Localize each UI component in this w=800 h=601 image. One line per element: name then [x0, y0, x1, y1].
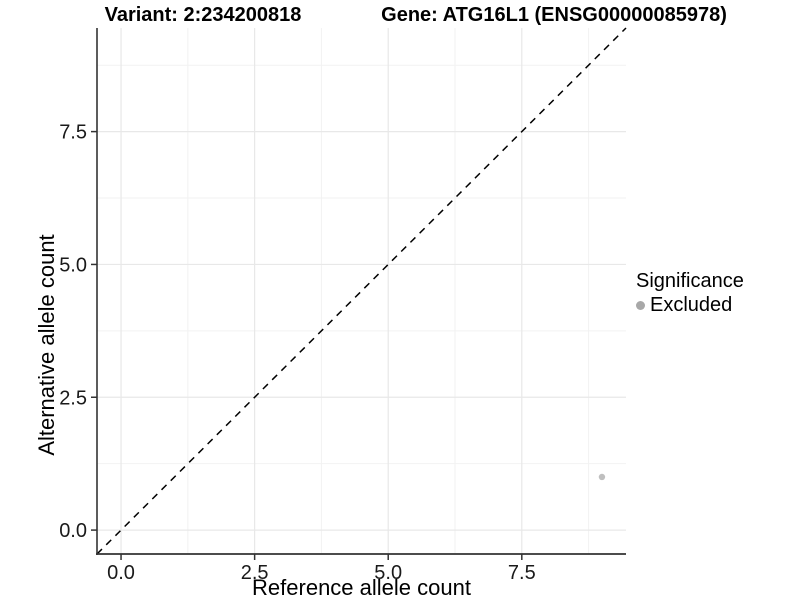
y-tick-label: 2.5 — [59, 387, 87, 409]
variant-title: Variant: 2:234200818 — [104, 4, 302, 26]
x-axis-title: Reference allele count — [252, 575, 471, 600]
panel-background — [97, 28, 626, 554]
y-tick-label: 7.5 — [59, 122, 87, 144]
legend-key-dot-icon — [636, 300, 645, 310]
legend-item-label: Excluded — [650, 294, 733, 316]
data-point — [598, 473, 606, 481]
gene-title: Gene: ATG16L1 (ENSG00000085978) — [381, 4, 727, 26]
y-axis-title: Alternative allele count — [34, 234, 59, 456]
legend-title: Significance — [636, 270, 744, 292]
x-tick-label: 0.0 — [107, 562, 135, 584]
y-tick-label: 0.0 — [59, 520, 87, 542]
x-tick-label: 2.5 — [241, 562, 269, 584]
legend-item-excluded: Excluded — [636, 294, 744, 316]
x-tick-label: 5.0 — [374, 562, 402, 584]
legend: Significance Excluded — [636, 270, 744, 316]
y-tick-label: 5.0 — [59, 254, 87, 276]
x-tick-label: 7.5 — [508, 562, 536, 584]
